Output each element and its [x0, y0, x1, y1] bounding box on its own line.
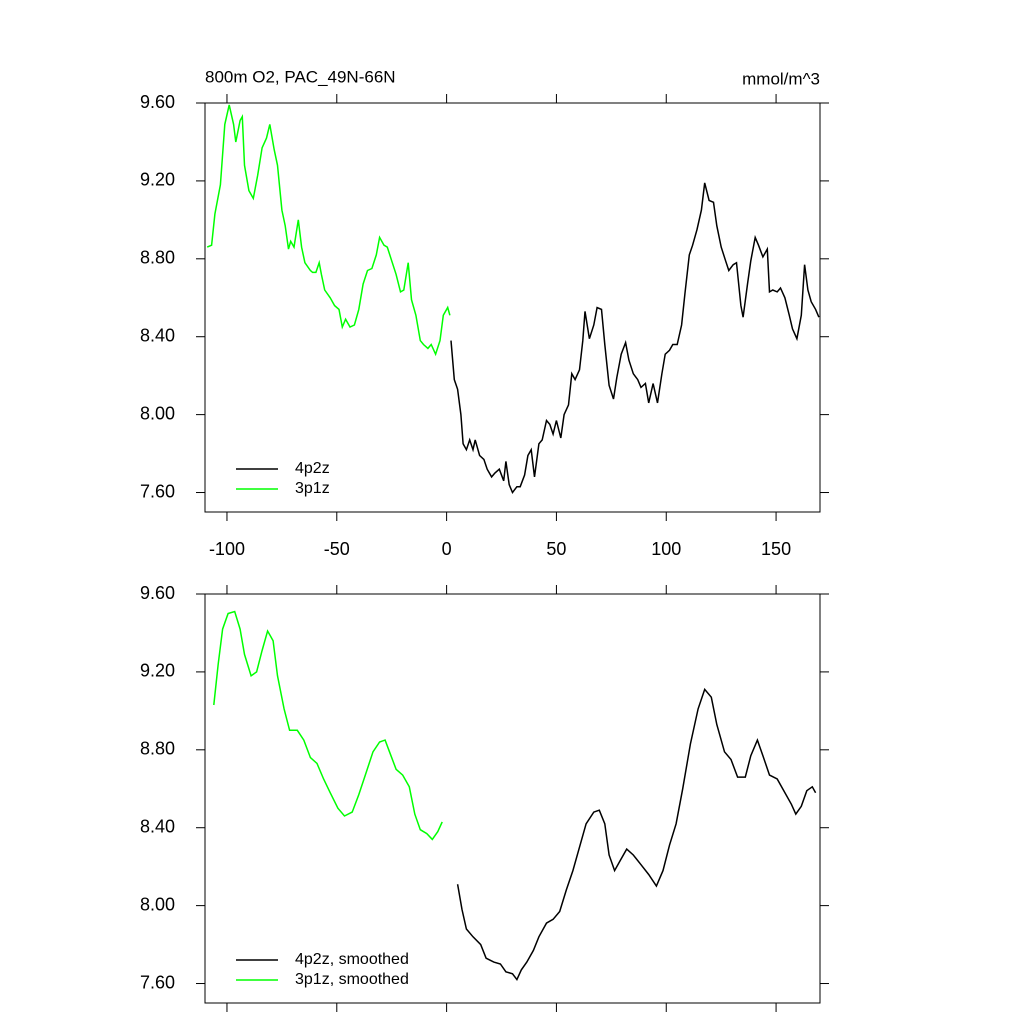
data-line [450, 182, 820, 494]
x-tick-label: -50 [324, 539, 350, 559]
y-tick-label: 8.00 [140, 403, 175, 423]
legend-label: 3p1z [295, 480, 330, 497]
x-tick-label: 0 [442, 539, 452, 559]
y-tick-label: 9.60 [140, 92, 175, 112]
plot-frame [204, 593, 821, 1004]
legend-label: 4p2z [295, 460, 330, 477]
x-tick-label: -100 [209, 539, 245, 559]
units-label: mmol/m^3 [742, 69, 820, 88]
data-line [206, 104, 451, 357]
x-tick-label: 150 [761, 539, 791, 559]
y-tick-label: 7.60 [140, 481, 175, 501]
chart-title: 800m O2, PAC_49N-66N [205, 67, 396, 86]
y-tick-label: 8.40 [140, 816, 175, 836]
y-tick-label: 9.60 [140, 583, 175, 603]
y-tick-label: 9.20 [140, 170, 175, 190]
y-tick-label: 8.80 [140, 739, 175, 759]
y-tick-label: 7.60 [140, 972, 175, 992]
y-tick-label: 8.40 [140, 325, 175, 345]
data-line [213, 610, 443, 841]
legend-label: 3p1z, smoothed [295, 971, 409, 988]
x-tick-label: 50 [546, 539, 566, 559]
legend-label: 4p2z, smoothed [295, 951, 409, 968]
y-tick-label: 9.20 [140, 661, 175, 681]
y-tick-label: 8.00 [140, 894, 175, 914]
y-tick-label: 8.80 [140, 248, 175, 268]
plot-frame [204, 102, 821, 513]
x-tick-label: 100 [651, 539, 681, 559]
data-line [456, 687, 817, 982]
